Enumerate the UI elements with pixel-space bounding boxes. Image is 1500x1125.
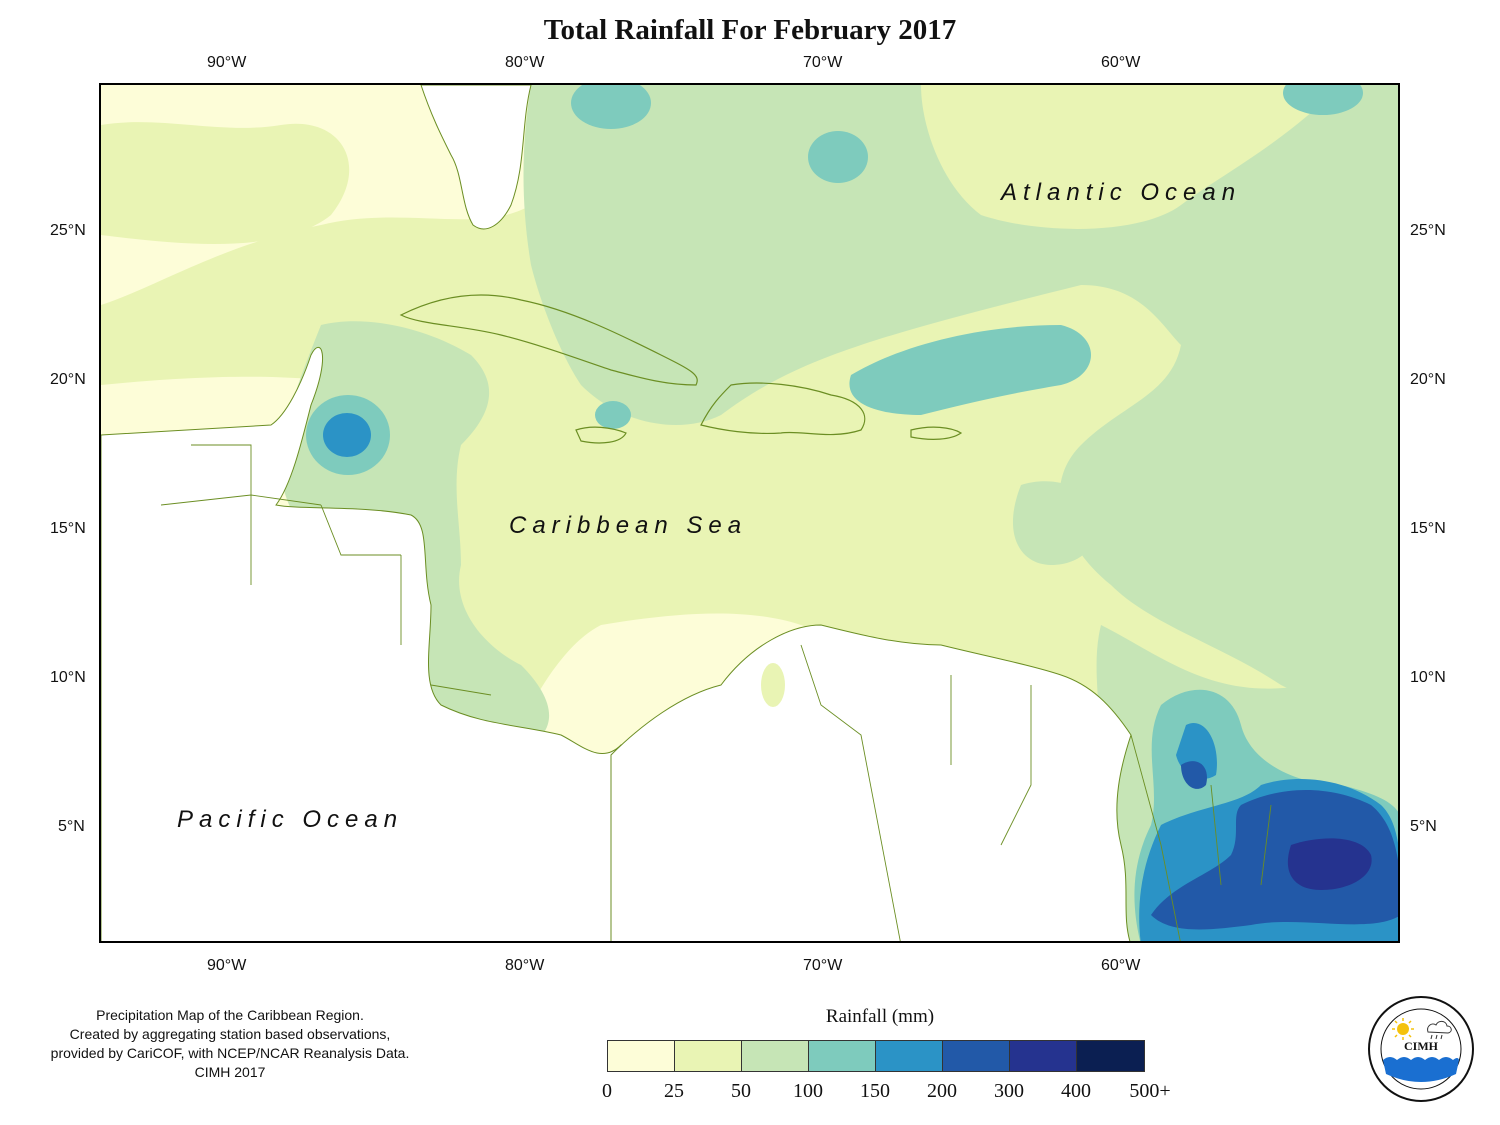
caribbean-sea-label: Caribbean Sea	[509, 512, 748, 539]
lat-tick-left-15n: 15°N	[50, 520, 86, 537]
rainfall-map: Atlantic Ocean Caribbean Sea Pacific Oce…	[99, 83, 1400, 943]
land-cuba	[399, 294, 698, 386]
lon-tick-top-80w: 80°W	[505, 54, 545, 71]
land-puerto-rico	[910, 426, 963, 440]
lat-tick-right-20n: 20°N	[1410, 371, 1446, 388]
rain-zone-100-150-central-atlantic	[808, 131, 868, 183]
lat-tick-left-25n: 25°N	[50, 222, 86, 239]
legend-colorbar	[607, 1040, 1145, 1072]
legend-swatch	[1010, 1041, 1077, 1071]
lat-tick-left-20n: 20°N	[50, 371, 86, 388]
legend-tick-label: 500+	[1129, 1080, 1171, 1102]
map-credit: Precipitation Map of the Caribbean Regio…	[20, 1006, 440, 1082]
legend-tick-label: 400	[1061, 1080, 1091, 1102]
lat-tick-right-10n: 10°N	[1410, 669, 1446, 686]
cimh-logo: CIMH	[1366, 994, 1476, 1104]
credit-line: Precipitation Map of the Caribbean Regio…	[96, 1007, 364, 1023]
land-maracaibo-rainzone	[761, 663, 785, 707]
legend-tick-label: 100	[793, 1080, 823, 1102]
rainfall-map-canvas	[101, 85, 1398, 941]
legend-swatch	[1077, 1041, 1144, 1071]
rain-zone-150-200-honduras	[323, 413, 371, 457]
rain-zone-100-150-jamaica	[595, 401, 631, 429]
legend-swatch	[876, 1041, 943, 1071]
legend-tick-label: 50	[731, 1080, 751, 1102]
lat-tick-left-10n: 10°N	[50, 669, 86, 686]
lat-tick-right-15n: 15°N	[1410, 520, 1446, 537]
cimh-logo-graphic: CIMH	[1368, 996, 1474, 1102]
legend-tick-label: 200	[927, 1080, 957, 1102]
lat-tick-right-5n: 5°N	[1410, 818, 1437, 835]
cloud-rain-icon	[1427, 1020, 1452, 1040]
lon-tick-bottom-90w: 90°W	[207, 957, 247, 974]
atlantic-ocean-label: Atlantic Ocean	[1001, 179, 1242, 206]
credit-line: Created by aggregating station based obs…	[69, 1026, 391, 1042]
land-south-america	[610, 624, 1132, 941]
rain-zone-100-150-bahamas-north	[571, 85, 651, 129]
lon-tick-top-70w: 70°W	[803, 54, 843, 71]
rain-zone-100-150-ne-corner	[1283, 85, 1363, 115]
rain-zone-50-100-lesser-antilles	[1012, 481, 1101, 565]
lat-tick-right-25n: 25°N	[1410, 222, 1446, 239]
lon-tick-bottom-80w: 80°W	[505, 957, 545, 974]
legend-tick-label: 25	[664, 1080, 684, 1102]
legend-tick-label: 300	[994, 1080, 1024, 1102]
pacific-ocean-label: Pacific Ocean	[177, 806, 404, 833]
rain-zone-50-100-atlantic	[523, 85, 1398, 714]
legend-swatch	[943, 1041, 1010, 1071]
map-title: Total Rainfall For February 2017	[543, 14, 957, 46]
land-hispaniola	[700, 382, 866, 436]
lon-tick-top-90w: 90°W	[207, 54, 247, 71]
legend-title: Rainfall (mm)	[825, 1006, 935, 1027]
legend-swatch	[809, 1041, 876, 1071]
rain-zone-25-50-central	[321, 376, 1103, 729]
land-borders	[160, 444, 1272, 941]
waves-icon	[1383, 1057, 1459, 1082]
legend-swatch	[675, 1041, 742, 1071]
sun-icon	[1392, 1018, 1414, 1040]
land-florida	[420, 85, 532, 230]
rain-zone-100-150-atlantic	[849, 325, 1091, 415]
lon-tick-bottom-70w: 70°W	[803, 957, 843, 974]
legend-tick-label: 150	[860, 1080, 890, 1102]
logo-text: CIMH	[1404, 1039, 1439, 1053]
credit-line: CIMH 2017	[194, 1064, 266, 1080]
rain-zone-300-400-suriname	[1287, 838, 1372, 890]
land-yucatan-central-america	[101, 347, 642, 941]
lon-tick-top-60w: 60°W	[1101, 54, 1141, 71]
legend-tick-label: 0	[602, 1080, 612, 1102]
land-jamaica	[575, 426, 627, 444]
legend-swatch	[742, 1041, 809, 1071]
legend-swatch	[608, 1041, 675, 1071]
lon-tick-bottom-60w: 60°W	[1101, 957, 1141, 974]
lat-tick-left-5n: 5°N	[58, 818, 85, 835]
credit-line: provided by CariCOF, with NCEP/NCAR Rean…	[50, 1045, 410, 1061]
rain-zone-25-50-west	[101, 122, 350, 244]
